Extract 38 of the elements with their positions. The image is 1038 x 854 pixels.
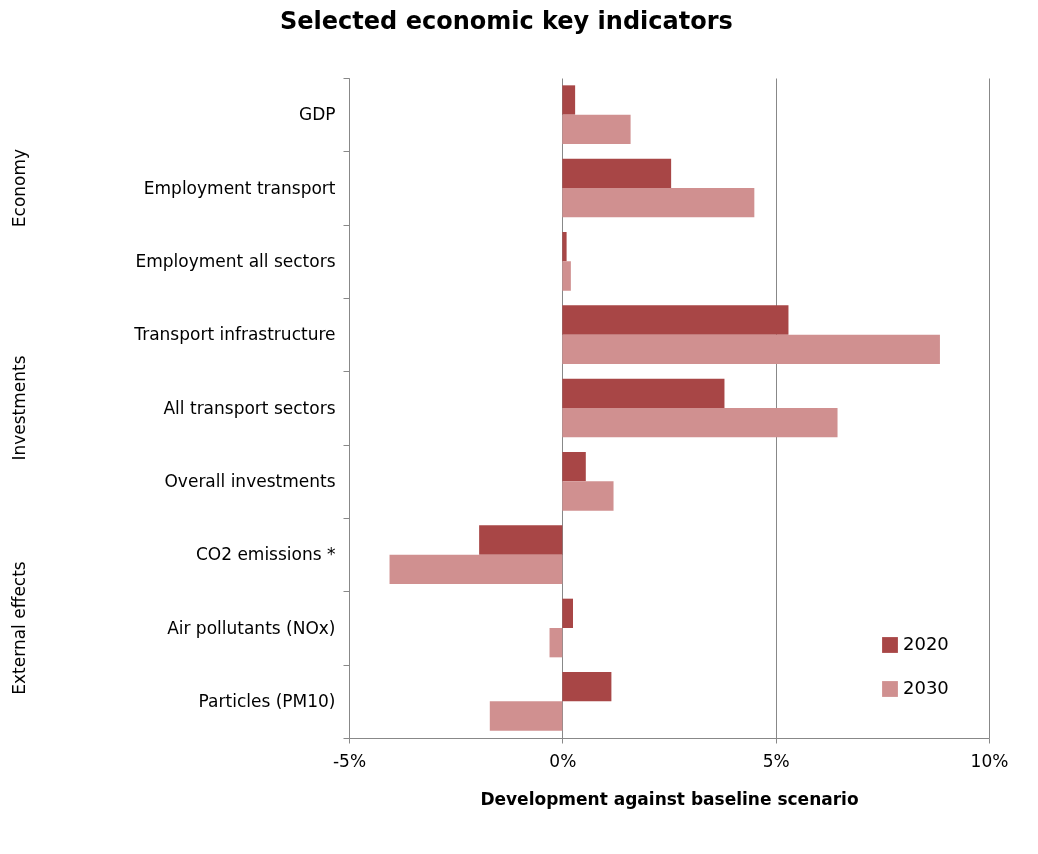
bar xyxy=(562,232,567,262)
y-tick-label: All transport sectors xyxy=(163,397,336,418)
y-tick-label: Transport infrastructure xyxy=(133,324,336,345)
y-tick-label: Employment all sectors xyxy=(135,250,336,271)
bar xyxy=(562,408,838,438)
x-tick-label: 0% xyxy=(549,750,577,771)
x-tick-label: 10% xyxy=(970,750,1009,771)
bar xyxy=(562,378,725,408)
bar xyxy=(489,701,563,731)
bar xyxy=(562,452,586,482)
x-tick-label: -5% xyxy=(332,750,367,771)
bar xyxy=(549,628,563,658)
y-tick-label: Particles (PM10) xyxy=(198,690,336,711)
bar xyxy=(562,158,672,188)
y-tick-label: CO2 emissions * xyxy=(195,544,336,565)
y-tick-label: Overall investments xyxy=(164,470,336,491)
text: Economy xyxy=(9,148,29,228)
bar xyxy=(562,672,612,702)
y-tick-label: Employment transport xyxy=(143,177,336,198)
text: Investments xyxy=(9,355,29,461)
bar xyxy=(562,114,631,144)
bar xyxy=(562,598,573,628)
bar xyxy=(562,305,789,335)
bar xyxy=(479,525,563,555)
legend-label: 2020 xyxy=(903,633,949,654)
bar xyxy=(562,188,755,218)
x-tick-label: 5% xyxy=(762,750,790,771)
bar xyxy=(389,554,563,584)
chart-title: Selected economic key indicators xyxy=(280,7,733,35)
bar xyxy=(562,85,576,115)
bar xyxy=(562,334,940,364)
legend-label: 2030 xyxy=(903,677,949,698)
y-tick-label: GDP xyxy=(298,104,336,125)
x-axis-title: Development against baseline scenario xyxy=(480,788,859,809)
bar xyxy=(562,261,571,291)
text: External effects xyxy=(9,561,29,695)
bar xyxy=(562,481,614,511)
y-tick-label: Air pollutants (NOx) xyxy=(167,617,336,638)
